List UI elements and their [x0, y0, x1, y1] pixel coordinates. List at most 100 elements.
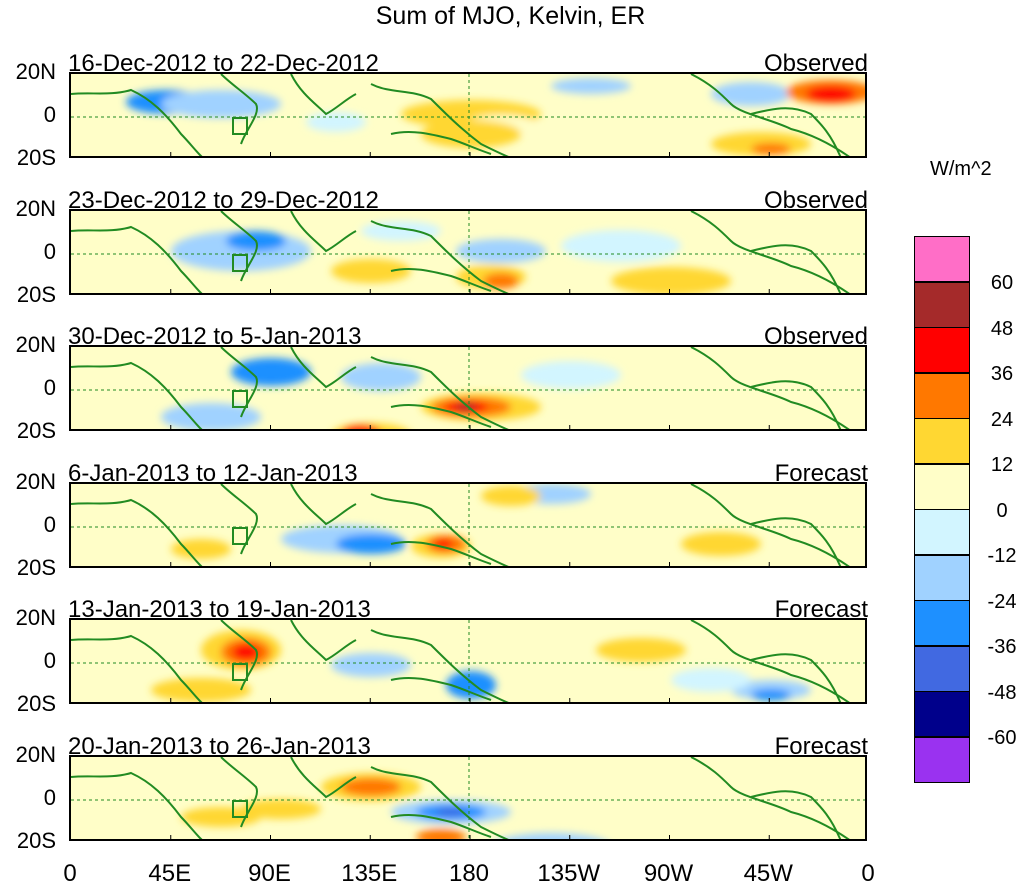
anomaly-contour: [551, 78, 631, 94]
colorbar-swatch: [914, 509, 970, 555]
anomaly-contour: [343, 425, 379, 429]
panel-date-range: 30-Dec-2012 to 5-Jan-2013: [68, 323, 362, 350]
longitude-label: 45E: [148, 860, 192, 887]
map-panel: 30-Dec-2012 to 5-Jan-2013 Observed 20N 0 20S: [0, 325, 900, 442]
panel-status: Observed: [763, 50, 868, 77]
latitude-label: 0: [43, 375, 56, 400]
latitude-label: 20N: [15, 469, 56, 494]
colorbar-label: 60: [990, 272, 1014, 294]
panel-date-range: 16-Dec-2012 to 22-Dec-2012: [68, 50, 379, 77]
colorbar-swatch: [914, 418, 970, 464]
coastline: [750, 107, 842, 156]
anomaly-contour: [151, 678, 251, 702]
colorbar-label: 12: [990, 454, 1014, 476]
anomaly-contour: [751, 143, 791, 155]
latitude-label: 20N: [15, 59, 56, 84]
coastline: [370, 356, 509, 429]
latitude-label: 0: [43, 512, 56, 537]
coastline: [370, 83, 509, 156]
coastline: [290, 74, 357, 116]
coastline: [71, 634, 203, 702]
latitude-label: 20N: [15, 332, 56, 357]
coastline: [750, 380, 842, 429]
anomaly-contour: [171, 539, 231, 559]
latitude-label: 20N: [15, 605, 56, 630]
latitude-label: 0: [43, 102, 56, 127]
colorbar-label: -24: [987, 590, 1017, 613]
anomaly-contour: [336, 534, 406, 554]
latitude-label: 20S: [16, 145, 56, 170]
coastline: [390, 676, 492, 701]
coastline: [690, 620, 850, 702]
coastline: [370, 220, 509, 293]
anomaly-contour: [561, 230, 681, 262]
anomaly-contour: [681, 532, 761, 556]
panel-status: Forecast: [774, 733, 868, 760]
longitude-label: 0: [861, 860, 875, 887]
anomaly-contour: [341, 363, 421, 391]
anomaly-contour: [751, 689, 791, 701]
coastline: [290, 347, 357, 389]
anomaly-contour: [521, 361, 621, 389]
anomaly-contour: [416, 829, 466, 839]
main-title: Sum of MJO, Kelvin, ER: [375, 2, 646, 30]
colorbar-units: W/m^2: [930, 158, 992, 180]
region-box: [232, 663, 248, 681]
coastline: [290, 620, 357, 662]
coastline: [750, 653, 842, 702]
colorbar-label: 0: [996, 499, 1008, 522]
longitude-label: 45W: [743, 860, 793, 887]
coastline: [71, 498, 203, 566]
olr-anomaly-map: [71, 620, 865, 702]
map-field: [69, 482, 867, 568]
coastline: [390, 130, 492, 155]
colorbar-swatch: [914, 600, 970, 646]
colorbar-swatch: [914, 736, 970, 783]
olr-anomaly-map: [71, 757, 865, 839]
panel-status: Forecast: [774, 596, 868, 623]
map-panel: 23-Dec-2012 to 29-Dec-2012 Observed 20N 0 20…: [0, 189, 900, 306]
panel-date-range: 23-Dec-2012 to 29-Dec-2012: [68, 187, 379, 214]
anomaly-contour: [436, 808, 466, 816]
coastline: [690, 347, 850, 429]
colorbar-label: -60: [987, 727, 1017, 749]
anomaly-contour: [231, 358, 311, 386]
anomaly-contour: [241, 799, 321, 819]
coastline: [750, 244, 842, 293]
colorbar-swatch: [914, 327, 970, 373]
anomaly-contour: [341, 778, 401, 796]
colorbar-label: 48: [990, 317, 1014, 340]
coastline: [71, 771, 203, 839]
coastline: [390, 267, 492, 292]
coastline: [370, 766, 509, 839]
map-field: [69, 209, 867, 295]
anomaly-contour: [806, 86, 856, 102]
olr-anomaly-map: [71, 211, 865, 293]
map-field: [69, 755, 867, 841]
latitude-label: 0: [43, 239, 56, 264]
coastline: [370, 629, 509, 702]
panel-status: Observed: [763, 187, 868, 214]
map-panel: 20-Jan-2013 to 26-Jan-2013 Forecast 20N 0 20…: [0, 735, 900, 852]
colorbar-label: -36: [987, 636, 1017, 658]
map-panel: 13-Jan-2013 to 19-Jan-2013 Forecast 20N 0 20…: [0, 598, 900, 715]
coastline: [290, 484, 357, 526]
panel-date-range: 6-Jan-2013 to 12-Jan-2013: [68, 460, 358, 487]
colorbar-swatch: [914, 554, 970, 601]
region-box: [232, 254, 248, 272]
colorbar-swatch: [914, 691, 970, 737]
latitude-label: 20S: [16, 282, 56, 307]
region-box: [232, 527, 248, 545]
coastline: [370, 493, 509, 566]
latitude-label: 20N: [15, 196, 56, 221]
colorbar-swatch: [914, 645, 970, 692]
longitude-label: 0: [63, 860, 77, 887]
anomaly-contour: [501, 833, 601, 839]
anomaly-contour: [361, 221, 441, 241]
coastline: [290, 757, 357, 799]
anomaly-contour: [161, 90, 281, 118]
coastline: [390, 540, 492, 565]
latitude-label: 20N: [15, 742, 56, 767]
colorbar-label: -48: [987, 681, 1017, 704]
longitude-label: 135E: [341, 860, 398, 887]
